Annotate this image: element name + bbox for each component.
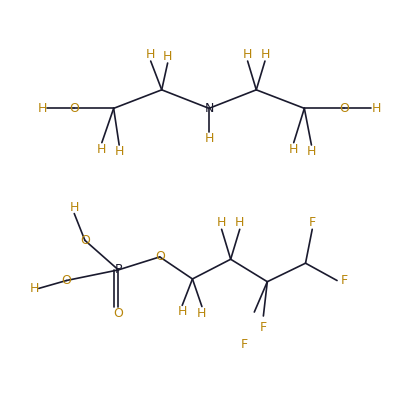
Text: H: H (146, 48, 155, 61)
Text: H: H (243, 48, 252, 61)
Text: H: H (97, 143, 107, 156)
Text: P: P (115, 264, 122, 276)
Text: H: H (115, 145, 124, 158)
Text: F: F (241, 338, 248, 351)
Text: O: O (69, 102, 79, 115)
Text: F: F (308, 216, 316, 229)
Text: H: H (29, 282, 39, 295)
Text: F: F (341, 274, 348, 287)
Text: H: H (178, 305, 187, 318)
Text: F: F (260, 321, 267, 334)
Text: H: H (37, 102, 47, 115)
Text: H: H (235, 216, 245, 229)
Text: O: O (61, 274, 71, 287)
Text: O: O (339, 102, 349, 115)
Text: N: N (204, 102, 214, 115)
Text: H: H (217, 216, 226, 229)
Text: H: H (197, 307, 206, 320)
Text: H: H (163, 50, 172, 63)
Text: O: O (113, 307, 123, 320)
Text: H: H (371, 102, 381, 115)
Text: H: H (307, 145, 316, 158)
Text: H: H (289, 143, 298, 156)
Text: H: H (69, 201, 79, 214)
Text: H: H (260, 48, 270, 61)
Text: H: H (204, 132, 214, 145)
Text: O: O (155, 251, 165, 263)
Text: O: O (80, 234, 90, 247)
